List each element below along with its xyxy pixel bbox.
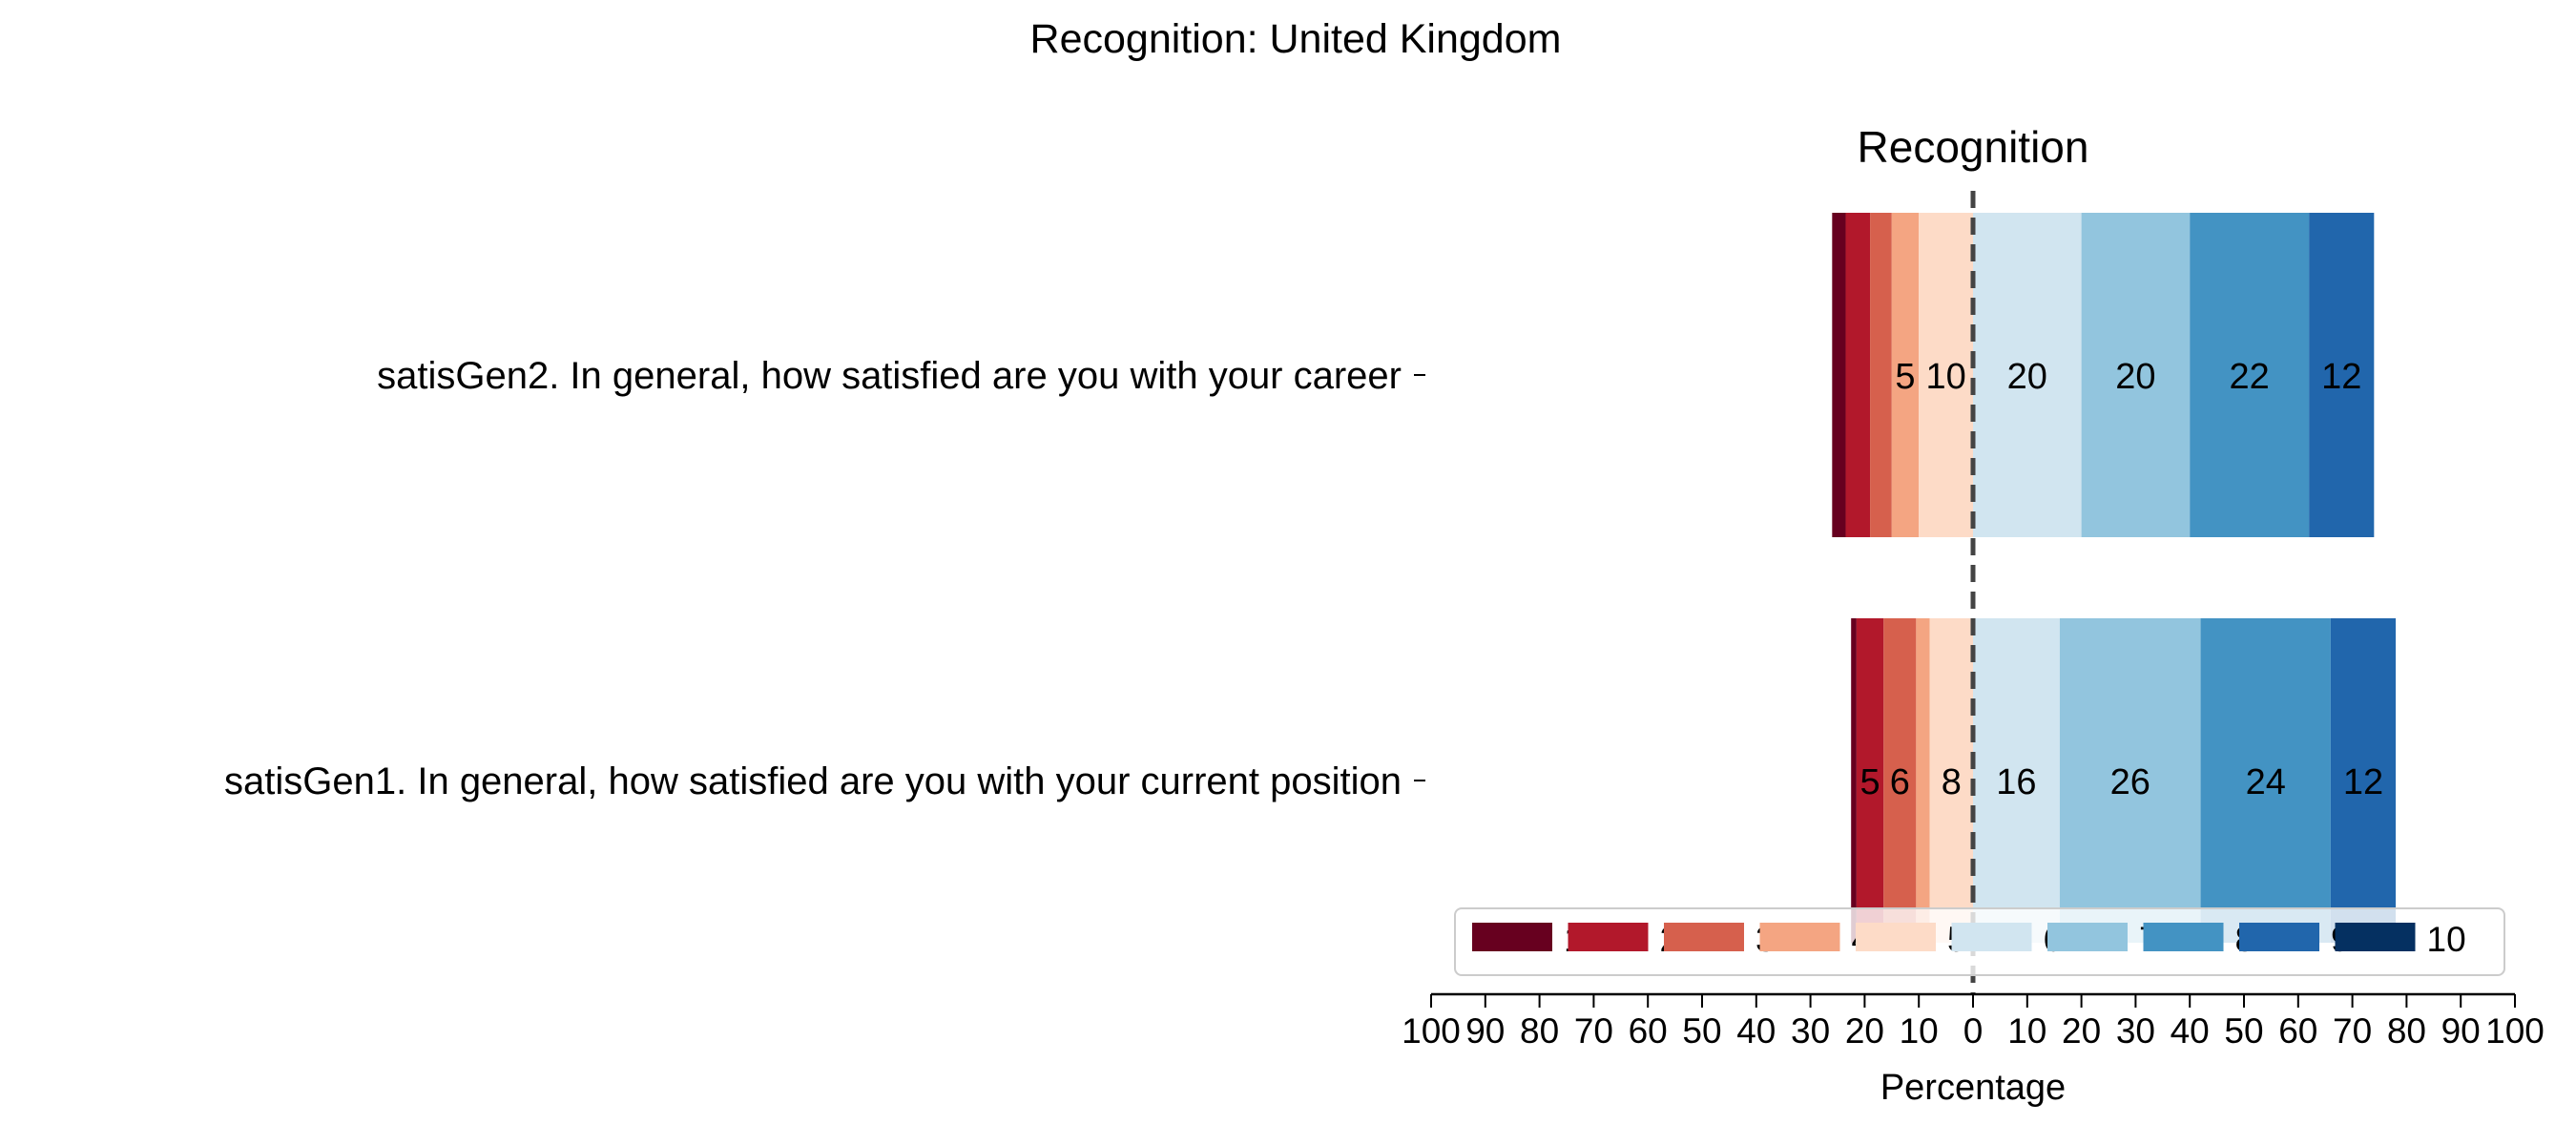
legend-swatch <box>2047 923 2128 951</box>
bars-group: 5 10 20 20 22 125 6 8 16 26 24 12 <box>1832 213 2397 943</box>
bar-segment-8 <box>2190 213 2310 537</box>
bar-segment-6 <box>1973 618 2060 943</box>
bar-segment-5 <box>1919 213 1973 537</box>
bar-segment-8 <box>2200 618 2331 943</box>
data-label: 6 <box>1890 762 1910 802</box>
category-labels: satisGen2. In general, how satisfied are… <box>224 355 1425 802</box>
data-label: 12 <box>2321 357 2361 397</box>
x-tick-label: 100 <box>2485 1011 2545 1051</box>
x-tick-label: 100 <box>1402 1011 1461 1051</box>
data-label: 10 <box>1925 357 1965 397</box>
x-axis-label: Percentage <box>1880 1068 2066 1108</box>
legend-swatch <box>1856 923 1936 951</box>
legend-swatch <box>2239 923 2319 951</box>
legend-swatch <box>2335 923 2416 951</box>
bar-segment-5 <box>1929 618 1973 943</box>
legend-swatch <box>1951 923 2032 951</box>
x-tick-label: 60 <box>1629 1011 1668 1051</box>
bar-segment-1 <box>1851 618 1857 943</box>
chart-subtitle: Recognition <box>1858 122 2089 172</box>
bar-segment-9 <box>2330 618 2397 943</box>
x-tick-label: 40 <box>1736 1011 1776 1051</box>
data-label: 12 <box>2343 762 2383 802</box>
x-tick-label: 90 <box>2441 1011 2481 1051</box>
x-tick-label: 20 <box>1845 1011 1884 1051</box>
legend-swatch <box>1472 923 1552 951</box>
data-label: 22 <box>2230 357 2270 397</box>
bar-segment-2 <box>1845 213 1871 537</box>
x-tick-label: 80 <box>1520 1011 1559 1051</box>
bar-segment-4 <box>1891 213 1920 537</box>
chart-title: Recognition: United Kingdom <box>1030 16 1562 62</box>
legend-swatch <box>1759 923 1840 951</box>
data-label: 5 <box>1860 762 1880 802</box>
data-label: 20 <box>2007 357 2047 397</box>
bar-segment-6 <box>1973 213 2082 537</box>
x-tick-label: 30 <box>2116 1011 2155 1051</box>
x-axis: 100 90 80 70 60 50 40 30 20 10 0 10 20 30 40 50 60 70 80 90… <box>1402 992 2545 1051</box>
x-tick-label: 20 <box>2062 1011 2101 1051</box>
bar-segment-4 <box>1916 618 1930 943</box>
x-tick-label: 10 <box>2007 1011 2046 1051</box>
x-tick-label: 40 <box>2171 1011 2210 1051</box>
legend-label: 10 <box>2427 920 2466 959</box>
x-tick-label: 10 <box>1900 1011 1939 1051</box>
bar-segment-1 <box>1832 213 1846 537</box>
x-tick-label: 0 <box>1963 1011 1984 1051</box>
data-label: 8 <box>1942 762 1962 802</box>
x-tick-label: 70 <box>1574 1011 1613 1051</box>
x-tick-label: 50 <box>1682 1011 1721 1051</box>
data-label: 16 <box>1996 762 2036 802</box>
legend-swatch <box>2143 923 2224 951</box>
bar-segment-3 <box>1870 213 1892 537</box>
data-label: 5 <box>1895 357 1915 397</box>
bar-segment-2 <box>1856 618 1884 943</box>
x-tick-label: 60 <box>2278 1011 2317 1051</box>
legend: 12345678910 <box>1454 907 2505 976</box>
data-label: 20 <box>2115 357 2155 397</box>
x-tick-label: 30 <box>1791 1011 1830 1051</box>
legend-swatch <box>1568 923 1649 951</box>
bar-segment-3 <box>1883 618 1917 943</box>
legend-swatch <box>1664 923 1744 951</box>
x-tick-label: 90 <box>1465 1011 1505 1051</box>
category-label: satisGen2. In general, how satisfied are… <box>377 355 1402 397</box>
bar-segment-7 <box>2059 618 2201 943</box>
data-label: 24 <box>2246 762 2286 802</box>
bar-segment-7 <box>2081 213 2191 537</box>
category-label: satisGen1. In general, how satisfied are… <box>224 760 1402 802</box>
x-tick-label: 80 <box>2387 1011 2426 1051</box>
bar-segment-9 <box>2309 213 2375 537</box>
x-tick-label: 70 <box>2333 1011 2372 1051</box>
data-label: 26 <box>2110 762 2150 802</box>
x-tick-label: 50 <box>2224 1011 2263 1051</box>
